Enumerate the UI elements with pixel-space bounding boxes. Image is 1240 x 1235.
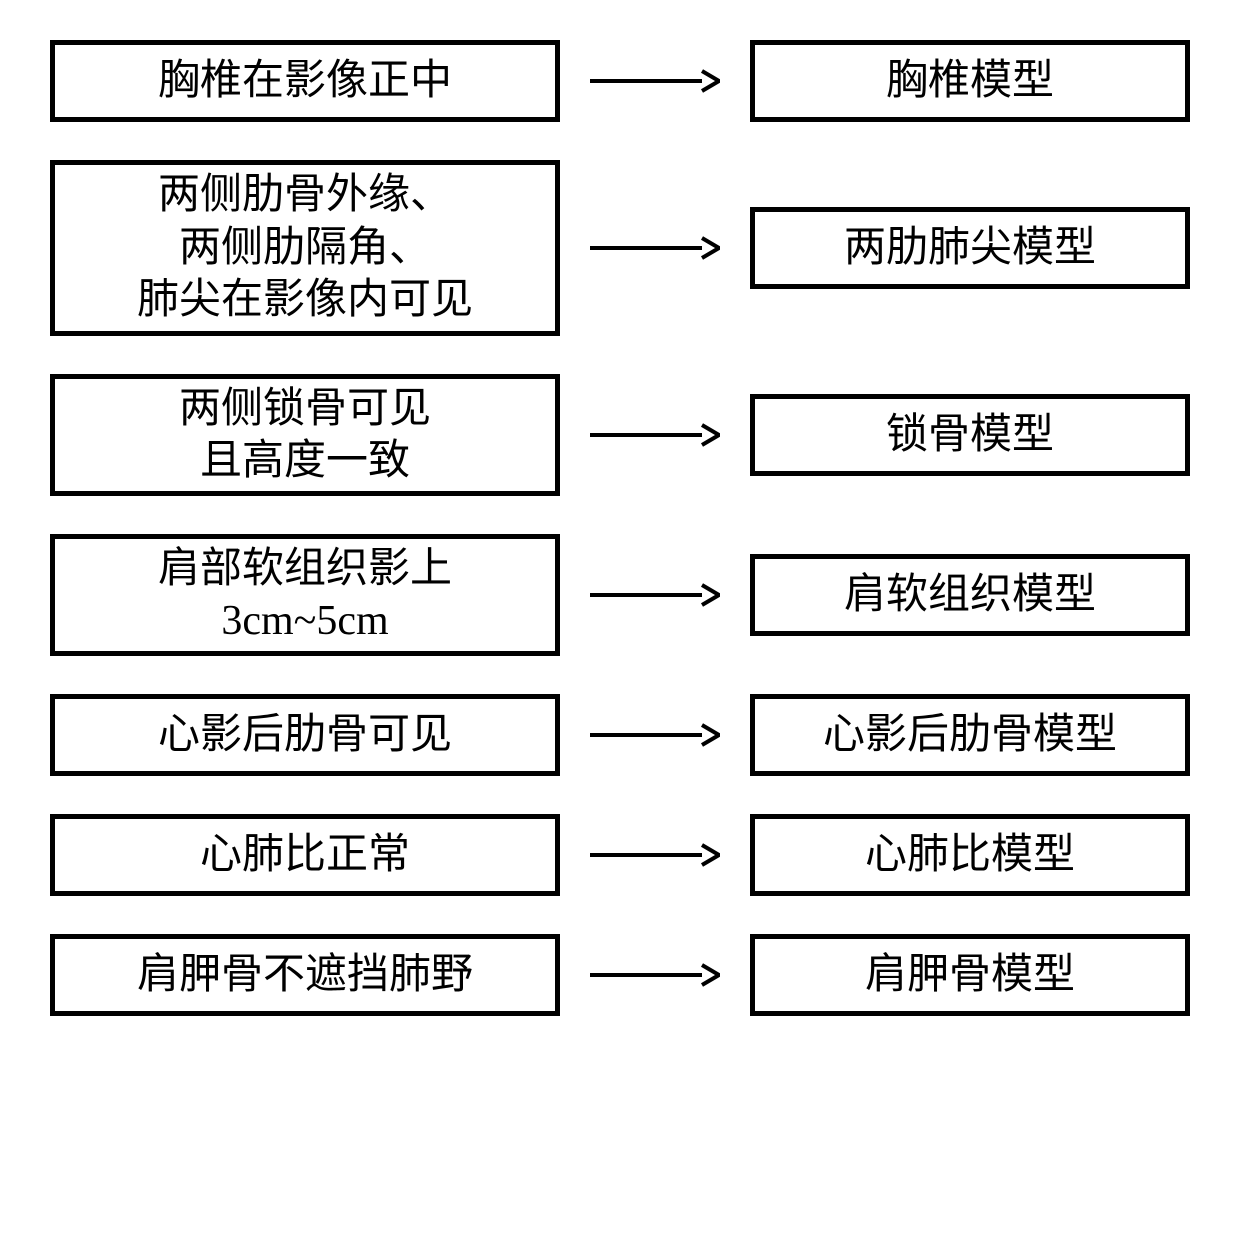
criterion-text-2: 两侧锁骨可见 且高度一致 [179, 383, 431, 488]
arrow-3 [560, 585, 750, 605]
row-2: 两侧锁骨可见 且高度一致 锁骨模型 [50, 374, 1190, 496]
criterion-box-3: 肩部软组织影上 3cm~5cm [50, 534, 560, 656]
model-box-2: 锁骨模型 [750, 394, 1190, 476]
criterion-text-6: 肩胛骨不遮挡肺野 [137, 949, 473, 1002]
row-6: 肩胛骨不遮挡肺野 肩胛骨模型 [50, 934, 1190, 1016]
arrow-6 [560, 965, 750, 985]
model-text-1: 两肋肺尖模型 [844, 222, 1096, 275]
criterion-text-5: 心肺比正常 [200, 829, 410, 882]
model-box-0: 胸椎模型 [750, 40, 1190, 122]
row-4: 心影后肋骨可见 心影后肋骨模型 [50, 694, 1190, 776]
flow-diagram: 胸椎在影像正中 胸椎模型 两侧肋骨外缘、 两侧肋隔角、 肺尖在影像内可见 两肋肺… [50, 40, 1190, 1054]
criterion-text-3: 肩部软组织影上 3cm~5cm [158, 543, 452, 648]
criterion-text-0: 胸椎在影像正中 [158, 55, 452, 108]
criterion-box-6: 肩胛骨不遮挡肺野 [50, 934, 560, 1016]
model-box-4: 心影后肋骨模型 [750, 694, 1190, 776]
arrow-1 [560, 238, 750, 258]
row-0: 胸椎在影像正中 胸椎模型 [50, 40, 1190, 122]
model-text-0: 胸椎模型 [886, 55, 1054, 108]
criterion-box-1: 两侧肋骨外缘、 两侧肋隔角、 肺尖在影像内可见 [50, 160, 560, 336]
criterion-text-1: 两侧肋骨外缘、 两侧肋隔角、 肺尖在影像内可见 [137, 169, 473, 327]
criterion-text-4: 心影后肋骨可见 [158, 709, 452, 762]
arrow-5 [560, 845, 750, 865]
criterion-box-4: 心影后肋骨可见 [50, 694, 560, 776]
criterion-box-0: 胸椎在影像正中 [50, 40, 560, 122]
model-box-5: 心肺比模型 [750, 814, 1190, 896]
model-text-3: 肩软组织模型 [844, 569, 1096, 622]
model-text-6: 肩胛骨模型 [865, 949, 1075, 1002]
criterion-box-2: 两侧锁骨可见 且高度一致 [50, 374, 560, 496]
row-5: 心肺比正常 心肺比模型 [50, 814, 1190, 896]
row-3: 肩部软组织影上 3cm~5cm 肩软组织模型 [50, 534, 1190, 656]
row-1: 两侧肋骨外缘、 两侧肋隔角、 肺尖在影像内可见 两肋肺尖模型 [50, 160, 1190, 336]
model-box-3: 肩软组织模型 [750, 554, 1190, 636]
model-box-1: 两肋肺尖模型 [750, 207, 1190, 289]
arrow-4 [560, 725, 750, 745]
model-text-4: 心影后肋骨模型 [823, 709, 1117, 762]
model-text-5: 心肺比模型 [865, 829, 1075, 882]
model-box-6: 肩胛骨模型 [750, 934, 1190, 1016]
criterion-box-5: 心肺比正常 [50, 814, 560, 896]
arrow-2 [560, 425, 750, 445]
arrow-0 [560, 71, 750, 91]
model-text-2: 锁骨模型 [886, 409, 1054, 462]
